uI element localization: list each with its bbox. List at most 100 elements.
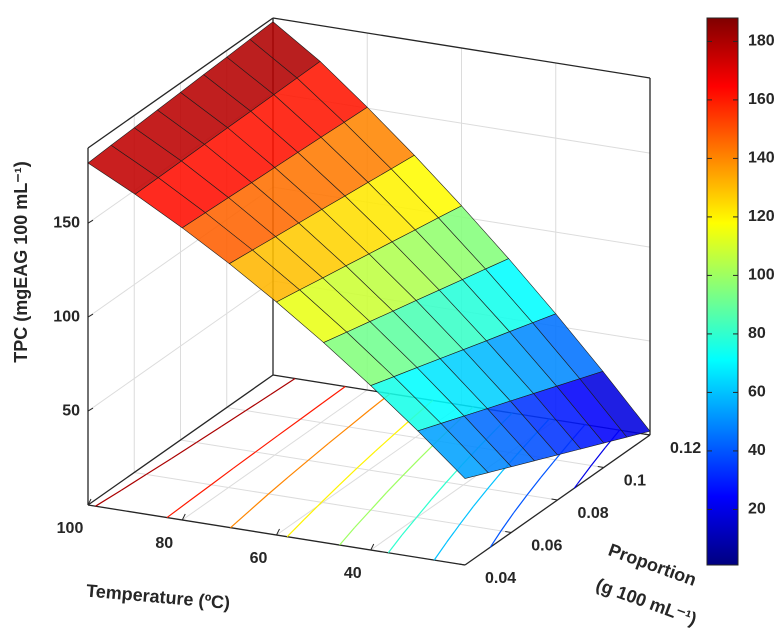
colorbar-tick-label: 60: [748, 384, 766, 401]
contour-line: [196, 426, 222, 444]
y-tick-label: 0.08: [578, 505, 609, 522]
contour-line: [500, 512, 515, 532]
contour-line: [590, 447, 606, 466]
tick-mark: [458, 563, 466, 566]
contour-line: [354, 509, 372, 528]
colorbar-tick-label: 40: [748, 442, 766, 459]
contour-line: [415, 517, 418, 519]
contour-line: [386, 474, 404, 494]
contour-line: [210, 467, 234, 486]
contour-line: [232, 451, 256, 469]
contour-line: [375, 433, 395, 452]
contour-line: [270, 378, 296, 396]
y-tick-label: 0.1: [624, 473, 646, 490]
contour-line: [401, 517, 417, 536]
contour-line: [338, 467, 358, 486]
contour-line: [472, 488, 488, 507]
contour-line: [220, 410, 247, 428]
contour-line: [339, 527, 356, 546]
contour-line: [287, 459, 309, 478]
contour-line: [459, 506, 474, 525]
tick-mark: [276, 528, 280, 536]
axis-box: [87, 374, 274, 506]
contour-line: [356, 450, 376, 469]
tick-mark: [87, 313, 94, 318]
contour-line: [188, 484, 212, 502]
colorbar-tick-label: 100: [748, 267, 775, 284]
contour-line: [446, 531, 455, 543]
contour-line: [303, 505, 319, 520]
contour-line: [327, 426, 350, 445]
colorbar-tick-label: 120: [748, 208, 775, 225]
contour-line: [230, 522, 237, 529]
axis-box: [87, 17, 274, 149]
x-axis-label: Temperature (ºC): [85, 581, 230, 613]
tick-mark: [597, 466, 604, 468]
colorbar-tick-label: 80: [748, 325, 766, 342]
contour-line: [552, 459, 556, 463]
tick-mark: [87, 498, 92, 506]
tick-mark: [87, 407, 94, 412]
surface-cell: [417, 423, 489, 479]
tick-mark: [370, 543, 375, 551]
contour-line: [317, 501, 322, 507]
grid-line: [180, 439, 558, 501]
contour-line: [387, 534, 403, 554]
contour-line: [277, 418, 301, 437]
x-tick-label: 100: [57, 520, 84, 537]
y-tick-label: 0.06: [531, 538, 562, 555]
contour-line: [371, 492, 387, 509]
grid-line: [134, 472, 512, 533]
contour-line: [235, 510, 250, 524]
contour-line: [489, 530, 502, 548]
colorbar-tick-label: 140: [748, 150, 775, 167]
contour-line: [321, 484, 340, 503]
contour-line: [286, 519, 305, 538]
tick-mark: [181, 513, 186, 521]
y-tick-label: 0.04: [485, 570, 516, 587]
z-tick-label: 50: [62, 402, 80, 419]
contour-line: [299, 402, 324, 420]
contour-line: [402, 457, 421, 476]
surface-layer: [87, 21, 651, 479]
contour-line: [171, 442, 197, 460]
contour-line: [245, 394, 271, 412]
contour-line: [95, 489, 122, 507]
contour-line: [166, 500, 190, 519]
x-tick-label: 80: [155, 535, 173, 552]
y-tick-label: 0.12: [670, 440, 701, 457]
contour-line: [487, 470, 503, 490]
tick-mark: [87, 219, 94, 224]
contour-line: [145, 457, 172, 475]
z-tick-label: 150: [53, 214, 80, 231]
contour-line: [433, 541, 448, 561]
contour-line: [540, 462, 554, 478]
grid-line: [87, 280, 274, 412]
colorbar-tick-label: 160: [748, 91, 775, 108]
contour-line: [573, 482, 579, 489]
z-tick-label: 100: [53, 308, 80, 325]
contour-line: [526, 477, 542, 496]
contour-line: [577, 465, 592, 484]
contour-line: [307, 443, 329, 461]
x-tick-label: 40: [344, 565, 362, 582]
contour-line: [249, 493, 270, 512]
tick-mark: [505, 531, 512, 533]
axis-box: [272, 17, 651, 79]
colorbar-tick-label: 20: [748, 501, 766, 518]
contour-line: [268, 476, 289, 495]
contour-line: [513, 494, 528, 514]
colorbar: [706, 17, 739, 566]
z-axis-label: TPC (mgEAG 100 mL⁻¹): [11, 161, 31, 363]
contour-line: [348, 409, 370, 428]
contour-line: [453, 523, 461, 533]
colorbar-tick-label: 180: [748, 33, 775, 50]
contour-line: [370, 508, 373, 511]
x-tick-label: 60: [250, 550, 268, 567]
contour-line: [416, 499, 432, 518]
contour-line: [255, 435, 279, 453]
tick-mark: [643, 433, 651, 436]
tick-mark: [551, 498, 558, 501]
contour-line: [120, 473, 147, 491]
